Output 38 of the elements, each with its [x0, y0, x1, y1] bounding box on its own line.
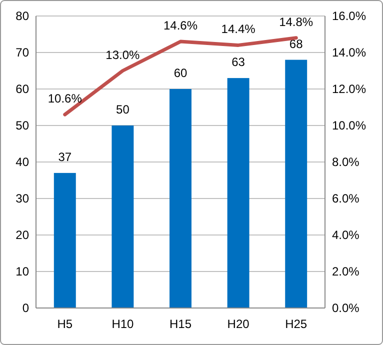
y2-tick-label: 12.0% — [332, 82, 366, 96]
data-label: 63 — [232, 55, 246, 70]
y2-tick-label: 2.0% — [332, 264, 360, 279]
y2-tick-label: 10.0% — [332, 118, 366, 133]
y-tick-label: 20 — [16, 228, 30, 242]
data-label: 60 — [174, 66, 188, 80]
y-tick-label: 10 — [16, 264, 30, 279]
data-label: 13.0% — [106, 48, 140, 62]
y-tick-label: 0 — [22, 301, 30, 316]
y2-tick-label: 4.0% — [332, 228, 360, 242]
data-label: 14.4% — [221, 22, 256, 36]
y2-tick-label: 6.0% — [332, 192, 360, 206]
y-tick-label: 40 — [16, 155, 30, 170]
bar — [170, 89, 192, 308]
y2-tick-label: 14.0% — [332, 46, 366, 60]
bar — [54, 172, 76, 308]
bar — [285, 60, 308, 308]
x-tick-label: H10 — [112, 317, 134, 331]
x-tick-label: H20 — [227, 317, 250, 331]
x-tick-label: H5 — [57, 317, 73, 331]
y-tick-label: 60 — [16, 82, 30, 96]
y2-tick-label: 0.0% — [332, 301, 360, 316]
data-label: 10.6% — [48, 92, 82, 106]
data-label: 37 — [58, 150, 72, 164]
bar — [112, 126, 134, 308]
y-tick-label: 30 — [16, 192, 30, 206]
data-label: 68 — [289, 36, 304, 51]
x-tick-label: H25 — [285, 317, 308, 331]
data-label: 14.6% — [163, 18, 198, 33]
y-tick-label: 70 — [16, 46, 30, 60]
data-label: 14.8% — [279, 14, 314, 29]
y2-tick-label: 8.0% — [332, 155, 360, 170]
y-tick-label: 80 — [16, 9, 30, 24]
data-label: 50 — [116, 102, 130, 116]
y-tick-label: 50 — [16, 118, 30, 133]
bar — [227, 78, 250, 308]
y2-tick-label: 16.0% — [332, 9, 366, 24]
x-tick-label: H15 — [169, 317, 192, 331]
